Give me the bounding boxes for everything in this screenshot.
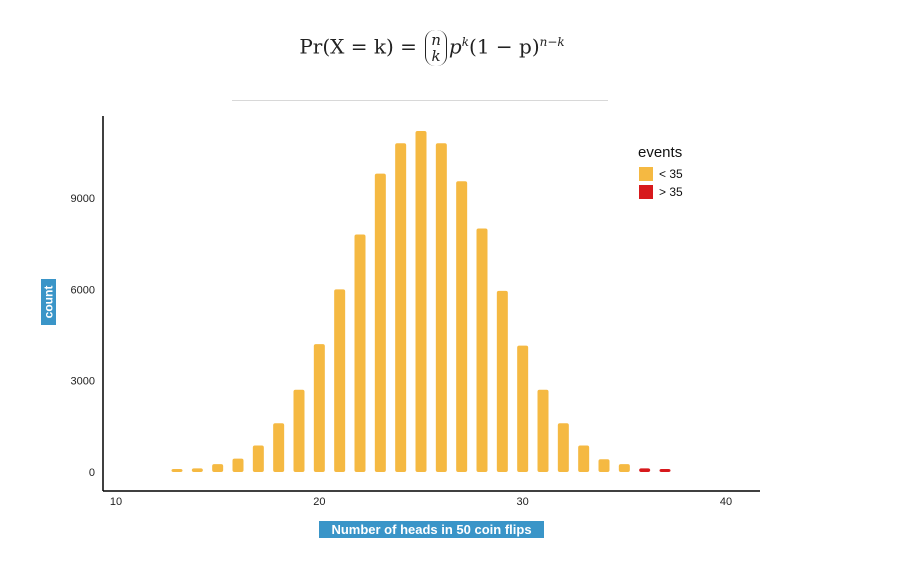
y-tick-label: 9000 bbox=[71, 193, 95, 205]
bar bbox=[639, 468, 651, 472]
bar bbox=[415, 131, 427, 472]
bar bbox=[618, 464, 630, 472]
axes: 0 3000 6000 9000 10 20 30 40 bbox=[71, 116, 760, 508]
bar bbox=[517, 345, 529, 472]
bar bbox=[476, 228, 488, 472]
x-tick-label: 40 bbox=[720, 496, 732, 508]
bar bbox=[232, 458, 244, 472]
bar bbox=[374, 173, 386, 472]
bars bbox=[171, 131, 671, 472]
formula-p-exponent: k bbox=[461, 34, 470, 49]
legend-title: events bbox=[638, 144, 682, 161]
bar bbox=[456, 181, 468, 472]
x-tick-label: 20 bbox=[313, 496, 325, 508]
bar bbox=[659, 469, 671, 472]
bar bbox=[191, 468, 203, 472]
bar bbox=[598, 459, 610, 472]
x-tick-label: 30 bbox=[517, 496, 529, 508]
x-tick-label: 10 bbox=[110, 496, 122, 508]
binom-top: n bbox=[431, 31, 441, 49]
formula: Pr(X = k) = n k pk(1 − p)n−k bbox=[0, 30, 864, 66]
binomial-coefficient: n k bbox=[425, 30, 447, 66]
legend-swatch bbox=[639, 167, 653, 181]
y-tick-label: 0 bbox=[89, 467, 95, 479]
legend: events < 35 > 35 bbox=[638, 144, 683, 199]
formula-lhs: Pr(X = k) = bbox=[299, 34, 417, 59]
formula-q-exponent: n−k bbox=[539, 34, 565, 49]
bar bbox=[395, 143, 407, 472]
bar bbox=[578, 445, 590, 472]
legend-label: > 35 bbox=[659, 185, 683, 199]
binom-bottom: k bbox=[431, 47, 441, 65]
bar bbox=[313, 344, 325, 472]
formula-divider bbox=[232, 100, 608, 101]
bar bbox=[334, 289, 346, 472]
bar bbox=[273, 423, 285, 472]
legend-label: < 35 bbox=[659, 167, 683, 181]
bar bbox=[171, 469, 183, 472]
bar bbox=[496, 290, 508, 472]
formula-p: p bbox=[448, 34, 462, 59]
formula-q: (1 − p) bbox=[469, 34, 540, 59]
y-tick-label: 3000 bbox=[71, 376, 95, 388]
bar bbox=[354, 234, 366, 472]
bar bbox=[252, 445, 264, 472]
y-tick-label: 6000 bbox=[71, 284, 95, 296]
x-axis-title: Number of heads in 50 coin flips bbox=[319, 521, 544, 538]
legend-swatch bbox=[639, 185, 653, 199]
bar bbox=[537, 389, 549, 472]
bar bbox=[557, 423, 569, 472]
y-axis-title: count bbox=[41, 279, 56, 325]
bar bbox=[212, 464, 224, 472]
bar bbox=[435, 143, 447, 472]
bar bbox=[293, 389, 305, 472]
